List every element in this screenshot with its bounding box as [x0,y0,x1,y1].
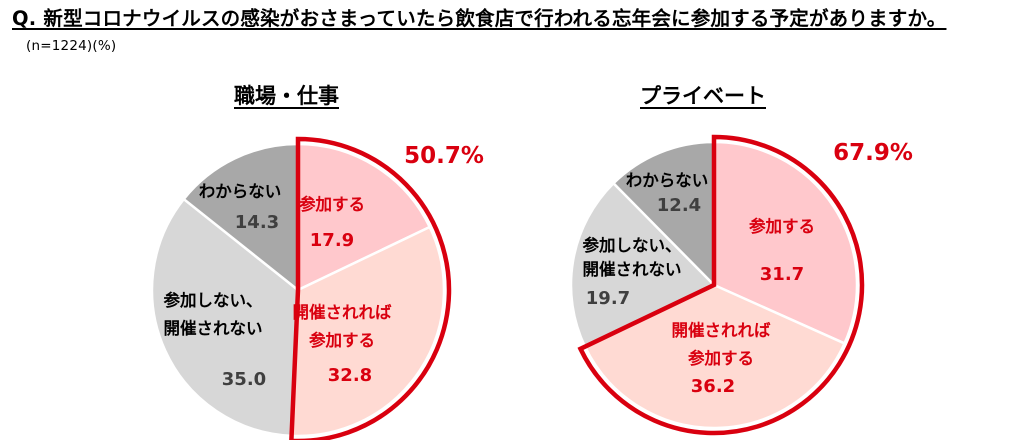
slice-dont-know [182,142,300,293]
slice-label-not-participate: 参加しない、開催されない [583,235,682,279]
pie-chart-work: 参加する 17.9 開催されれば参加する 32.8 参加しない、開催されない 35.0 わか… [150,136,484,440]
highlight-outline [289,136,452,440]
slice-participate-if-held [583,283,847,430]
slice-not-participate [569,181,717,349]
slice-participate-if-held [290,225,446,438]
slice-value-not-participate: 35.0 [222,369,266,390]
highlight-total: 67.9% [833,140,913,166]
chart-title-work: 職場・仕事 [234,84,339,108]
slice-label-dont-know: わからない [199,182,282,201]
slice-value-participate: 31.7 [760,264,804,285]
slice-label-participate-if-held: 開催されれば参加する [293,302,393,350]
slice-label-not-participate: 参加しない、開催されない [164,290,263,338]
slice-label-participate: 参加する [749,216,815,236]
slice-not-participate [150,197,300,438]
slice-value-dont-know: 14.3 [235,212,279,233]
question-text: Q. 新型コロナウイルスの感染がおさまっていたら飲食店で行われる忘年会に参加する… [12,7,947,30]
slice-dont-know [611,140,716,289]
slice-label-participate: 参加する [299,194,365,214]
slice-label-participate-if-held: 開催されれば参加する [672,320,772,368]
slice-value-participate-if-held: 32.8 [328,365,372,386]
slice-label-dont-know: わからない [626,171,709,190]
chart-title-private: プライベート [640,84,766,108]
question-title: Q. 新型コロナウイルスの感染がおさまっていたら飲食店で行われる忘年会に参加する… [12,6,1012,59]
slice-value-not-participate: 19.7 [586,288,630,309]
slice-participate [712,140,859,346]
slice-value-participate: 17.9 [310,230,354,251]
slice-value-dont-know: 12.4 [657,195,701,216]
pie-chart-private: 参加する 31.7 開催されれば参加する 36.2 参加しない、開催されない 19.7 わか… [569,134,913,436]
slice-participate [296,142,432,292]
highlight-outline [577,134,865,436]
slice-value-participate-if-held: 36.2 [691,376,735,397]
sample-note: (n=1224)(%) [26,38,117,54]
highlight-total: 50.7% [404,143,484,169]
